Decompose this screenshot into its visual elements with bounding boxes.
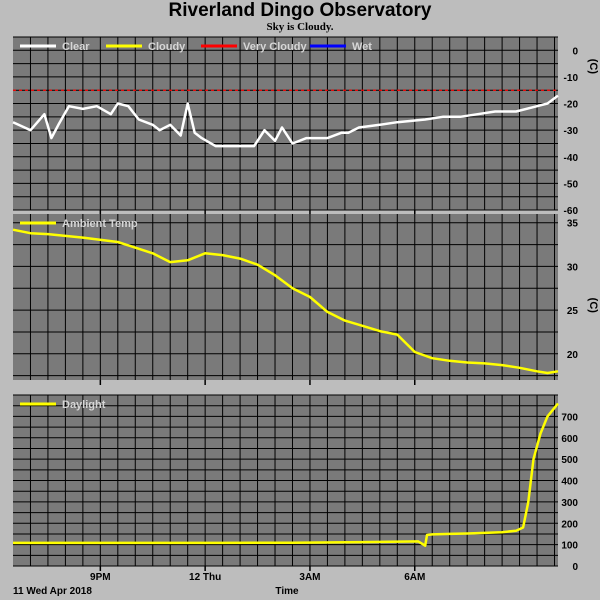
x-tick-label: 9PM [90,572,111,583]
y-tick-label: 0 [572,46,578,57]
x-tick-label: 6AM [404,572,425,583]
y-tick-label: -20 [564,100,579,111]
legend-label: Daylight [62,399,106,411]
plot-area-sky_temperature [13,37,558,210]
y-tick-label: 500 [561,455,578,466]
y-tick-label: 30 [567,262,579,273]
data-line-sky_temperature [12,94,559,148]
y-axis-label: (C) [587,59,599,75]
chart-title: Riverland Dingo Observatory [168,0,432,21]
legend-label: Very Cloudy [243,41,307,53]
x-tick-label: 3AM [299,572,320,583]
y-tick-label: 25 [567,306,579,317]
legend-label: Wet [352,41,372,53]
y-tick-label: 200 [561,519,578,530]
legend-label: Ambient Temp [62,218,138,230]
x-tick-label: 12 Thu [189,572,221,583]
y-tick-label: -50 [564,179,579,190]
y-axis-label: (C) [587,298,599,314]
y-tick-label: 700 [561,412,578,423]
y-tick-label: 35 [567,219,579,230]
data-line-daylight [13,402,559,547]
y-tick-label: -40 [564,153,579,164]
y-tick-label: 300 [561,498,578,509]
data-line-ambient_temperature [12,228,559,375]
x-axis-label: Time [275,586,299,597]
y-tick-label: 400 [561,477,578,488]
y-tick-label: 100 [561,541,578,552]
y-tick-label: 600 [561,434,578,445]
y-tick-label: -60 [564,206,579,217]
date-label: 11 Wed Apr 2018 [13,586,92,597]
y-tick-label: 0 [572,562,578,573]
y-tick-label: -30 [564,126,579,137]
y-tick-label: 20 [567,350,579,361]
legend-label: Clear [62,41,90,53]
legend-label: Cloudy [148,41,186,53]
sky-status: Sky is Cloudy. [266,21,334,33]
y-tick-label: -10 [564,73,579,84]
